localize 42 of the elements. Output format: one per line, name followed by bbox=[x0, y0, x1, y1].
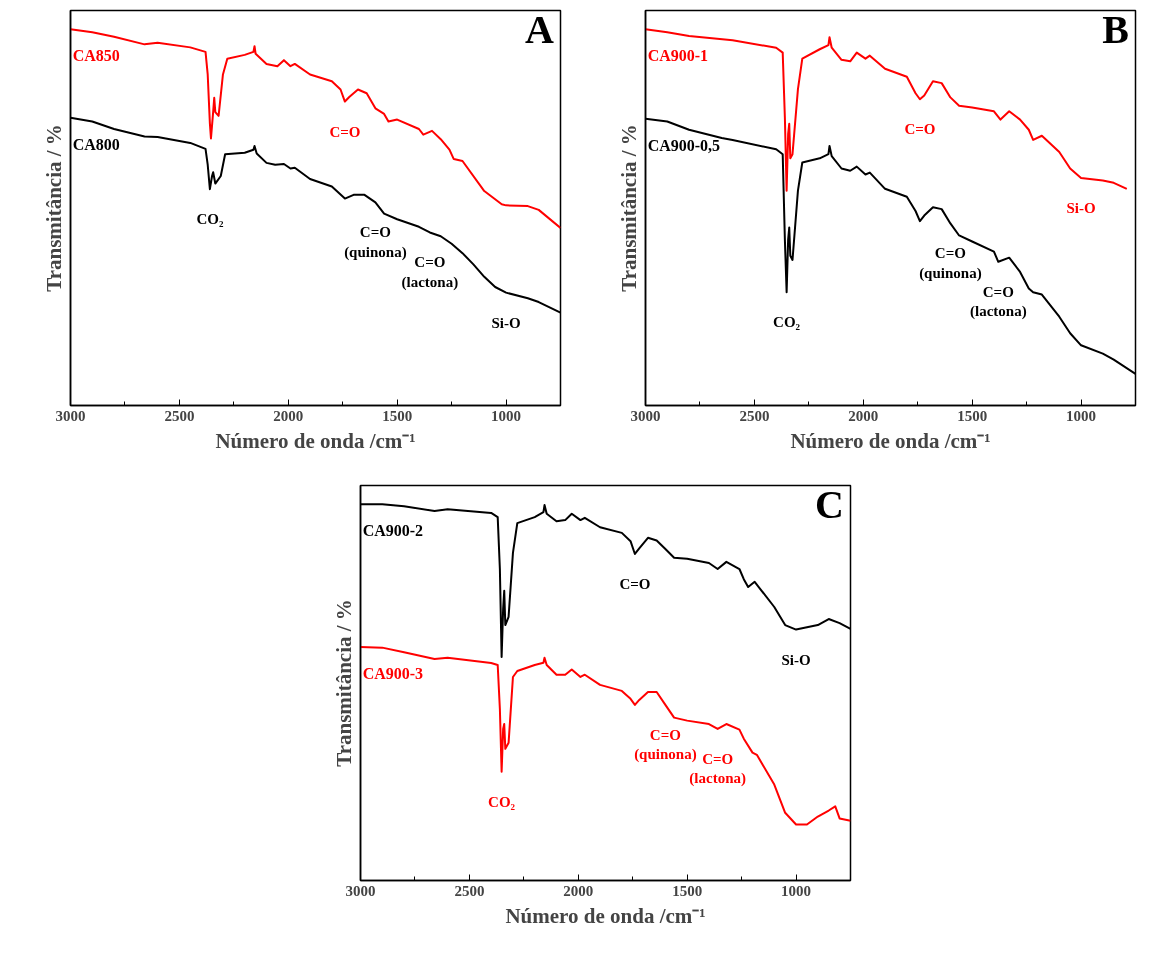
x-axis-title: Número de onda /cm⁻¹ bbox=[215, 428, 416, 453]
x-axis-title: Número de onda /cm⁻¹ bbox=[505, 903, 706, 928]
x-tick-label: 2500 bbox=[454, 882, 485, 899]
x-tick-label: 2000 bbox=[848, 407, 879, 424]
y-axis-title: Transmitância / % bbox=[616, 124, 641, 292]
annotation: CO₂ bbox=[773, 314, 801, 331]
annotation: CO₂ bbox=[488, 793, 516, 810]
annotation: C=O bbox=[619, 575, 651, 592]
x-tick-label: 2000 bbox=[273, 407, 304, 424]
annotation: B bbox=[1102, 6, 1129, 52]
annotation: C=O (quinona) bbox=[634, 726, 697, 764]
annotation: Si-O bbox=[781, 651, 811, 668]
annotation: C=O (quinona) bbox=[919, 245, 982, 282]
annotation: Si-O bbox=[1066, 199, 1096, 216]
x-tick-label: 3000 bbox=[55, 407, 86, 424]
annotation: C bbox=[815, 481, 844, 527]
x-tick-label: 2500 bbox=[164, 407, 195, 424]
annotation: C=O (lactona) bbox=[969, 283, 1027, 320]
series-label: CA900-2 bbox=[362, 522, 424, 540]
x-axis-title: Número de onda /cm⁻¹ bbox=[790, 428, 991, 453]
x-tick-label: 1500 bbox=[957, 407, 988, 424]
annotation: Si-O bbox=[491, 314, 521, 331]
series-label: CA850 bbox=[72, 47, 120, 65]
series-label: CA900-0,5 bbox=[647, 136, 721, 154]
x-tick-label: 1500 bbox=[672, 882, 703, 899]
annotation: C=O bbox=[904, 121, 936, 138]
x-tick-label: 1000 bbox=[491, 407, 522, 424]
series-label: CA900-3 bbox=[362, 664, 424, 682]
x-tick-label: 2500 bbox=[739, 407, 770, 424]
x-tick-label: 1500 bbox=[382, 407, 413, 424]
series-label: CA900-1 bbox=[647, 47, 709, 65]
x-tick-label: 1000 bbox=[781, 882, 812, 899]
x-tick-label: 1000 bbox=[1066, 407, 1097, 424]
x-tick-label: 2000 bbox=[563, 882, 594, 899]
annotation: A bbox=[525, 6, 555, 52]
y-axis-title: Transmitância / % bbox=[41, 124, 66, 292]
annotation: CO₂ bbox=[196, 211, 224, 228]
x-tick-label: 3000 bbox=[630, 407, 661, 424]
series-label: CA800 bbox=[72, 135, 120, 153]
annotation: C=O bbox=[329, 123, 361, 140]
y-axis-title: Transmitância / % bbox=[331, 599, 356, 767]
x-tick-label: 3000 bbox=[345, 882, 376, 899]
